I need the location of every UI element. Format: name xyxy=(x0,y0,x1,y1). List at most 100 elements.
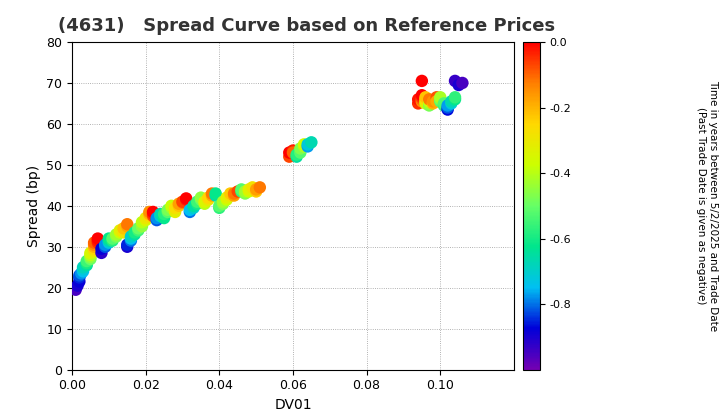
Point xyxy=(85,254,96,260)
Point xyxy=(129,229,140,236)
Point xyxy=(184,209,196,215)
Point xyxy=(305,139,317,146)
Point xyxy=(89,247,100,254)
Point xyxy=(107,235,118,242)
Point xyxy=(89,241,100,248)
Point xyxy=(298,141,310,148)
Point xyxy=(228,192,240,199)
Point xyxy=(287,147,299,154)
Point xyxy=(199,198,210,205)
Point xyxy=(162,209,174,215)
Point xyxy=(72,282,84,289)
Point xyxy=(431,98,442,105)
Point xyxy=(235,186,247,193)
Point xyxy=(416,78,428,84)
Point xyxy=(427,100,438,107)
Point xyxy=(92,235,104,242)
Point xyxy=(195,194,207,201)
Point xyxy=(125,233,137,240)
Point xyxy=(136,219,148,226)
Point xyxy=(81,262,92,268)
Point xyxy=(225,192,236,199)
Point xyxy=(435,94,446,101)
Point xyxy=(435,96,446,102)
Point xyxy=(431,94,442,101)
Point xyxy=(99,243,111,250)
Point xyxy=(73,272,85,279)
Point xyxy=(413,100,424,107)
Point xyxy=(99,241,111,248)
Point xyxy=(192,200,203,207)
Point xyxy=(423,100,435,107)
Point xyxy=(453,81,464,88)
Point xyxy=(206,192,217,199)
Point xyxy=(176,199,188,206)
Point xyxy=(169,209,181,215)
Point xyxy=(77,266,89,273)
Point xyxy=(169,205,181,211)
Point xyxy=(195,196,207,203)
Point xyxy=(143,210,155,217)
Point xyxy=(89,243,100,250)
Point xyxy=(89,245,100,252)
Point xyxy=(294,145,306,152)
Point xyxy=(143,209,155,215)
Point xyxy=(110,233,122,240)
Point xyxy=(122,223,133,230)
Point xyxy=(210,192,221,199)
Point xyxy=(158,210,170,217)
Point xyxy=(291,153,302,160)
Point xyxy=(221,196,233,203)
Point xyxy=(173,202,184,209)
Point xyxy=(302,143,313,150)
Point xyxy=(77,268,89,275)
Point xyxy=(81,260,92,266)
Point xyxy=(122,243,133,250)
Point xyxy=(298,143,310,150)
Point xyxy=(449,96,461,102)
Point xyxy=(442,106,454,113)
Point xyxy=(291,151,302,158)
Point xyxy=(132,225,144,232)
Point xyxy=(214,205,225,211)
Point xyxy=(416,98,428,105)
Point xyxy=(166,202,177,209)
Point xyxy=(77,264,89,270)
Point xyxy=(96,245,107,252)
Point xyxy=(239,190,251,197)
Point xyxy=(420,98,431,105)
Point xyxy=(217,198,229,205)
Point xyxy=(427,98,438,105)
Point xyxy=(420,96,431,102)
Point xyxy=(423,98,435,105)
Point xyxy=(114,229,125,236)
Point xyxy=(151,217,163,223)
Point xyxy=(162,207,174,213)
Point xyxy=(85,252,96,258)
Y-axis label: Spread (bp): Spread (bp) xyxy=(27,165,41,247)
Point xyxy=(76,270,87,277)
Point xyxy=(158,215,170,221)
Point xyxy=(420,94,431,101)
Point xyxy=(446,100,457,107)
Point xyxy=(132,227,144,234)
Point xyxy=(81,258,92,265)
Point xyxy=(140,215,151,221)
Point xyxy=(143,213,155,219)
Point xyxy=(235,188,247,195)
Point xyxy=(284,149,295,156)
Point xyxy=(214,202,225,209)
Point xyxy=(423,102,435,109)
Point xyxy=(96,249,107,256)
Point xyxy=(202,194,214,201)
Point xyxy=(89,239,100,246)
Point xyxy=(176,198,188,205)
Point xyxy=(148,213,159,219)
Point xyxy=(210,190,221,197)
Point xyxy=(155,213,166,219)
Point xyxy=(188,202,199,209)
Point xyxy=(181,195,192,202)
Point xyxy=(184,207,196,213)
Point xyxy=(103,237,114,244)
Point xyxy=(243,186,255,193)
